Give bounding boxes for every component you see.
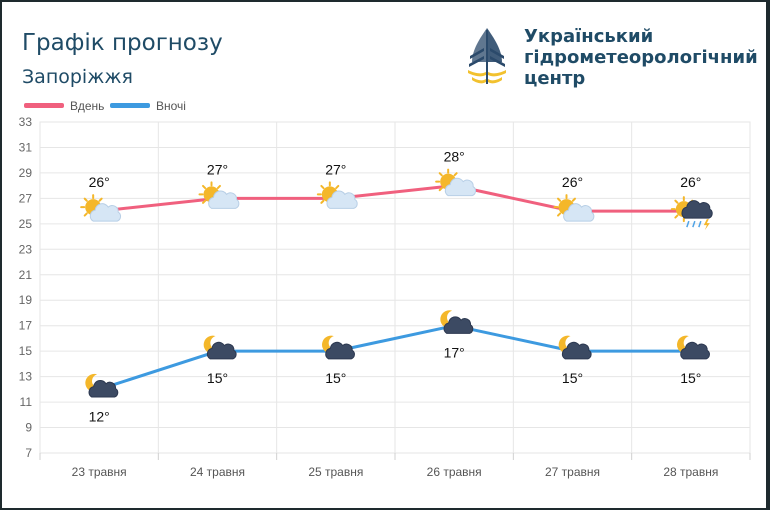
sun-cloud-icon xyxy=(435,168,477,197)
y-tick-label: 23 xyxy=(19,242,33,256)
data-label: 15° xyxy=(562,370,583,386)
sun-storm-rain-icon xyxy=(670,196,713,231)
x-tick-label: 24 травня xyxy=(190,465,245,479)
org-line-3: центр xyxy=(524,68,586,89)
y-tick-label: 27 xyxy=(19,191,33,205)
sun-cloud-icon xyxy=(316,181,358,209)
data-label: 17° xyxy=(444,345,465,361)
y-tick-label: 7 xyxy=(25,446,32,460)
moon-cloud-icon xyxy=(677,335,710,360)
x-tick-label: 28 травня xyxy=(663,465,718,479)
y-tick-label: 9 xyxy=(25,421,32,435)
data-label: 27° xyxy=(325,161,346,177)
sun-cloud-icon xyxy=(553,194,595,222)
y-tick-label: 25 xyxy=(19,217,33,231)
y-tick-label: 29 xyxy=(19,166,33,180)
x-tick-label: 23 травня xyxy=(72,465,127,479)
moon-cloud-icon xyxy=(322,335,355,360)
series-line-night xyxy=(98,324,691,391)
data-label: 28° xyxy=(444,149,465,165)
sun-cloud-icon xyxy=(198,181,240,209)
x-tick-label: 27 травня xyxy=(545,465,600,479)
data-label: 15° xyxy=(680,370,701,386)
data-label: 26° xyxy=(89,174,110,190)
x-tick-label: 26 травня xyxy=(427,465,482,479)
y-tick-label: 19 xyxy=(19,293,33,307)
moon-cloud-icon xyxy=(203,335,237,360)
moon-cloud-icon xyxy=(85,373,119,398)
y-tick-label: 15 xyxy=(19,344,33,358)
data-label: 12° xyxy=(89,408,110,424)
data-label: 26° xyxy=(562,174,583,190)
data-label: 27° xyxy=(207,161,228,177)
legend-label: Вдень xyxy=(70,99,104,113)
org-line-2: гідрометеорологічний xyxy=(524,47,758,68)
city-name: Запоріжжя xyxy=(22,66,133,88)
y-tick-label: 31 xyxy=(19,140,33,154)
y-tick-label: 13 xyxy=(19,370,33,384)
moon-cloud-icon xyxy=(440,310,474,334)
organization-name: Український гідрометеорологічний центр xyxy=(524,26,758,89)
y-tick-label: 17 xyxy=(19,319,33,333)
page-title: Графік прогнозу xyxy=(22,30,223,56)
series-line-day xyxy=(99,184,691,213)
hydromet-logo-icon xyxy=(468,28,506,84)
moon-cloud-icon xyxy=(558,335,592,360)
legend-swatch xyxy=(110,103,150,108)
y-tick-label: 11 xyxy=(20,395,33,409)
data-label: 15° xyxy=(325,370,346,386)
legend-label: Вночі xyxy=(156,99,186,113)
data-label: 15° xyxy=(207,370,228,386)
y-tick-label: 21 xyxy=(19,268,33,282)
org-line-1: Український xyxy=(524,26,654,47)
x-tick-label: 25 травня xyxy=(308,465,363,479)
y-tick-label: 33 xyxy=(19,115,33,129)
data-label: 26° xyxy=(680,174,701,190)
legend-swatch xyxy=(24,103,64,108)
sun-cloud-icon xyxy=(80,194,122,222)
